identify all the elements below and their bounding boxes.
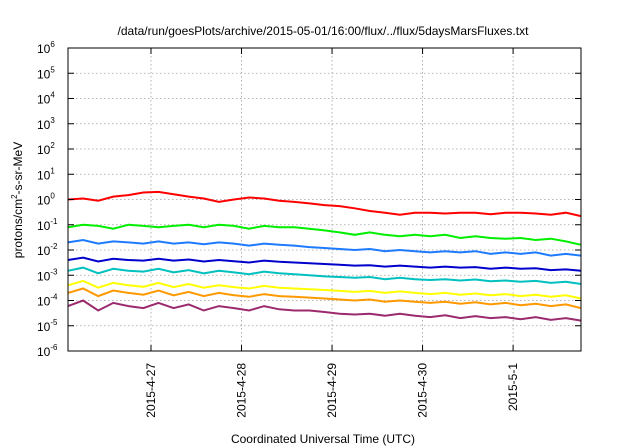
y-tick-exponent: -2 — [50, 242, 58, 251]
y-tick-base: 10 — [37, 143, 51, 157]
y-axis-label-suffix: -s-sr-MeV — [11, 142, 25, 195]
x-tick-label: 2015-5-1 — [506, 363, 520, 411]
series-line-2 — [67, 223, 582, 246]
y-tick-label: 10-5 — [37, 318, 58, 334]
series-line-1 — [67, 190, 582, 218]
x-axis-label: Coordinated Universal Time (UTC) — [231, 432, 415, 446]
series-line-5 — [67, 266, 582, 285]
y-tick-exponent: 4 — [50, 91, 55, 100]
y-axis-label-exponent: 2 — [10, 194, 19, 199]
series-line-4 — [67, 256, 582, 272]
y-tick-base: 10 — [37, 269, 51, 283]
y-tick-base: 10 — [37, 168, 51, 182]
y-tick-exponent: 1 — [50, 166, 55, 175]
y-axis-label-prefix: protons/cm — [11, 199, 25, 258]
y-tick-label: 100 — [37, 192, 55, 208]
series-line-7 — [67, 287, 582, 310]
series-line-6 — [67, 279, 582, 300]
y-tick-exponent: 5 — [50, 65, 55, 74]
x-tick-label: 2015-4-30 — [416, 363, 430, 418]
y-tick-exponent: -6 — [50, 343, 58, 352]
y-tick-base: 10 — [37, 93, 51, 107]
y-tick-base: 10 — [37, 244, 51, 258]
x-tick-label: 2015-4-28 — [235, 363, 249, 418]
y-tick-label: 104 — [37, 91, 55, 107]
y-tick-base: 10 — [37, 295, 51, 309]
x-tick-label: 2015-4-27 — [144, 363, 158, 418]
y-tick-exponent: -1 — [50, 217, 58, 226]
y-tick-exponent: -5 — [50, 318, 58, 327]
series-line-8 — [67, 299, 582, 322]
y-tick-label: 10-2 — [37, 242, 58, 258]
y-tick-exponent: 3 — [50, 116, 55, 125]
y-tick-exponent: 0 — [50, 192, 55, 201]
y-axis-label: protons/cm2-s-sr-MeV — [10, 142, 25, 258]
y-tick-exponent: -4 — [50, 293, 58, 302]
y-tick-label: 103 — [37, 116, 55, 132]
y-tick-exponent: -3 — [50, 267, 58, 276]
y-tick-label: 10-3 — [37, 267, 58, 283]
y-tick-label: 10-4 — [37, 293, 58, 309]
y-tick-label: 10-6 — [37, 343, 58, 359]
y-tick-label: 101 — [37, 166, 55, 182]
series-layer — [67, 190, 582, 322]
series-line-3 — [67, 238, 582, 257]
y-tick-label: 10-1 — [37, 217, 58, 233]
y-tick-base: 10 — [37, 345, 51, 359]
y-tick-label: 102 — [37, 141, 55, 157]
y-tick-base: 10 — [37, 219, 51, 233]
y-axis: 10-610-510-410-310-210-11001011021031041… — [37, 40, 581, 359]
y-tick-base: 10 — [37, 320, 51, 334]
y-tick-label: 105 — [37, 65, 55, 81]
y-tick-base: 10 — [37, 118, 51, 132]
y-tick-base: 10 — [37, 42, 51, 56]
y-tick-exponent: 6 — [50, 40, 55, 49]
y-tick-base: 10 — [37, 67, 51, 81]
y-tick-base: 10 — [37, 194, 51, 208]
grid — [68, 48, 581, 351]
x-tick-label: 2015-4-29 — [325, 363, 339, 418]
y-tick-exponent: 2 — [50, 141, 55, 150]
chart-title: /data/run/goesPlots/archive/2015-05-01/1… — [118, 24, 530, 38]
x-axis: 2015-4-27 2015-4-28 2015-4-29 2015-4-30 2015… — [144, 48, 520, 418]
y-tick-label: 106 — [37, 40, 55, 56]
